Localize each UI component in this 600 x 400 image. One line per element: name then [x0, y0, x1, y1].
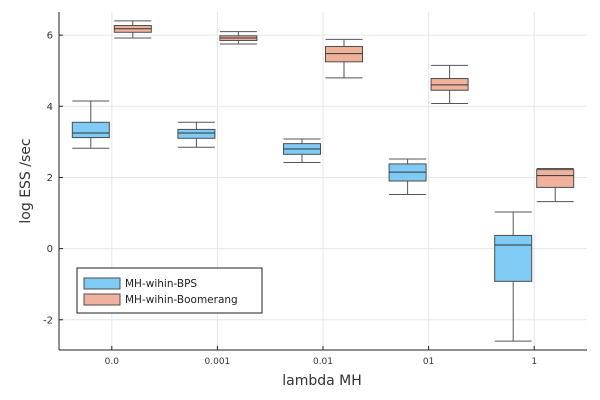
y-tick-label: 2 — [47, 173, 53, 184]
y-tick-label: 0 — [47, 244, 53, 255]
box-iqr — [177, 128, 216, 139]
grid — [59, 12, 587, 350]
y-axis-title: log ESS /sec — [18, 138, 34, 223]
box-iqr — [494, 234, 533, 282]
y-tick-label: -2 — [43, 315, 53, 326]
y-tick-label: 4 — [47, 102, 53, 113]
legend-swatch-boomerang — [83, 293, 121, 306]
legend-label-boomerang: MH-wihin-Boomerang — [125, 294, 238, 306]
box-mh-wihin-boomerang-4 — [536, 168, 575, 203]
box-mh-wihin-boomerang-1 — [219, 31, 258, 45]
box-mh-wihin-bps-1 — [177, 121, 216, 148]
legend: MH-wihin-BPS MH-wihin-Boomerang — [76, 267, 263, 314]
ticks: 0.0 0.001 0.01 01 1 -2 0 2 4 6 — [43, 31, 537, 367]
box-mh-wihin-bps-0 — [71, 100, 110, 149]
legend-label-bps: MH-wihin-BPS — [125, 278, 197, 290]
box-iqr — [536, 169, 575, 188]
x-tick-label: 0.001 — [205, 357, 231, 367]
box-mh-wihin-boomerang-0 — [113, 20, 152, 39]
box-mh-wihin-bps-2 — [283, 138, 321, 163]
boxes — [71, 20, 575, 342]
x-axis-title: lambda MH — [282, 373, 362, 389]
x-tick-label: 0.0 — [105, 357, 120, 367]
box-mh-wihin-bps-4 — [494, 211, 533, 342]
box-mh-wihin-boomerang-2 — [325, 38, 363, 79]
y-tick-label: 6 — [47, 31, 53, 42]
box-iqr — [325, 46, 363, 63]
x-tick-label: 1 — [531, 357, 537, 367]
box-iqr — [430, 78, 469, 91]
x-tick-label: 0.01 — [313, 357, 333, 367]
legend-frame — [76, 267, 263, 314]
box-iqr — [71, 121, 110, 139]
box-mh-wihin-bps-3 — [388, 158, 427, 196]
x-tick-label: 01 — [423, 357, 434, 367]
legend-swatch-bps — [83, 277, 121, 290]
box-mh-wihin-boomerang-3 — [430, 64, 469, 104]
